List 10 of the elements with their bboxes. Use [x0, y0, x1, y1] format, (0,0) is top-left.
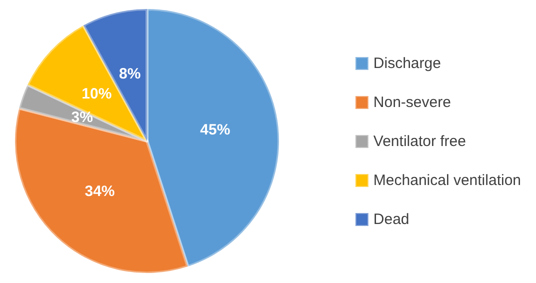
- legend-label: Ventilator free: [373, 133, 466, 150]
- legend-label: Dead: [373, 211, 410, 228]
- legend-label: Non-severe: [373, 94, 451, 111]
- legend-label: Mechanical ventilation: [373, 172, 522, 189]
- data-label: 45%: [200, 122, 230, 139]
- data-label: 3%: [71, 109, 93, 126]
- data-label: 10%: [82, 85, 112, 102]
- legend-label: Discharge: [373, 55, 441, 72]
- data-label: 8%: [118, 66, 141, 83]
- data-label: 34%: [84, 182, 115, 200]
